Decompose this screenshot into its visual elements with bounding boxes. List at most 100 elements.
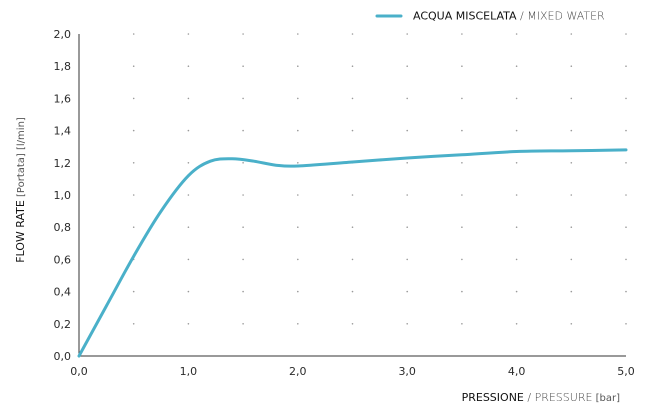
grid-dot — [570, 33, 573, 35]
grid-dot — [515, 226, 518, 228]
grid-dot — [242, 33, 244, 35]
grid-dot — [351, 97, 354, 100]
grid-dot — [515, 162, 518, 164]
x-axis-title-main: PRESSIONE — [462, 391, 524, 404]
grid-dot — [461, 194, 463, 196]
grid-dot — [351, 194, 354, 196]
grid-dot — [132, 129, 135, 132]
grid-dot — [242, 129, 244, 132]
y-axis-title: FLOW RATE [Portata] [l/min] — [14, 117, 27, 263]
grid-dot — [187, 162, 190, 164]
grid-dot — [515, 258, 518, 261]
y-tick-label: 0,6 — [54, 253, 72, 266]
grid-dot — [570, 162, 573, 164]
y-tick-label: 0,0 — [54, 350, 72, 363]
grid-dot — [132, 33, 135, 35]
legend-name-alt: MIXED WATER — [527, 10, 605, 23]
grid-dot — [570, 194, 573, 196]
grid-dot — [132, 226, 135, 228]
grid-dot — [461, 129, 463, 132]
grid-dot — [297, 194, 299, 196]
x-tick-label: 3,0 — [398, 365, 416, 378]
legend-name-main: ACQUA MISCELATA — [413, 10, 517, 23]
grid-dot — [297, 258, 299, 261]
grid-dot — [625, 323, 627, 325]
y-tick-label: 1,6 — [54, 92, 72, 105]
grid-dot — [351, 33, 354, 35]
grid-dot — [406, 258, 409, 261]
grid-dot — [515, 194, 518, 196]
grid-dot — [406, 290, 409, 293]
grid-dot — [351, 290, 354, 293]
grid-dot — [351, 323, 354, 325]
grid-dot — [406, 226, 409, 228]
x-axis-title-sep: / — [524, 391, 535, 404]
grid-dot — [187, 226, 190, 228]
grid-dot — [187, 33, 190, 35]
grid-dot — [242, 290, 244, 293]
y-tick-label: 1,8 — [54, 60, 72, 73]
grid-dot — [297, 290, 299, 293]
series-line — [77, 148, 628, 358]
grid-dot — [406, 33, 409, 35]
grid-dot — [406, 65, 409, 67]
grid-dot — [187, 290, 190, 293]
x-tick-label: 4,0 — [508, 365, 526, 378]
grid-dot — [406, 129, 409, 132]
series-group — [77, 148, 628, 358]
grid-dot — [461, 258, 463, 261]
grid-dot — [132, 162, 135, 164]
grid-dot — [570, 290, 573, 293]
grid-dot — [625, 162, 627, 164]
grid-dot — [461, 162, 463, 164]
legend-label: ACQUA MISCELATA / MIXED WATER — [413, 10, 605, 23]
x-tick-labels: 0,0 1,0 2,0 3,0 4,0 5,0 — [70, 365, 635, 378]
grid-dot — [515, 33, 518, 35]
grid-dot — [351, 226, 354, 228]
y-tick-label: 0,8 — [54, 221, 72, 234]
grid-dot — [625, 97, 627, 100]
grid-dot — [625, 129, 627, 132]
grid-dots — [132, 33, 627, 325]
grid-dot — [570, 65, 573, 67]
legend: ACQUA MISCELATA / MIXED WATER — [375, 10, 605, 23]
grid-dot — [187, 129, 190, 132]
x-tick-label: 0,0 — [70, 365, 88, 378]
grid-dot — [297, 129, 299, 132]
grid-dot — [625, 33, 627, 35]
grid-dot — [242, 97, 244, 100]
grid-dot — [351, 258, 354, 261]
grid-dot — [461, 33, 463, 35]
grid-dot — [132, 290, 135, 293]
grid-dot — [461, 323, 463, 325]
grid-dot — [625, 290, 627, 293]
x-tick-label: 2,0 — [289, 365, 307, 378]
grid-dot — [297, 323, 299, 325]
grid-dot — [461, 226, 463, 228]
grid-dot — [242, 194, 244, 196]
grid-dot — [242, 226, 244, 228]
grid-dot — [297, 33, 299, 35]
grid-dot — [187, 65, 190, 67]
grid-dot — [187, 194, 190, 196]
grid-dot — [625, 194, 627, 196]
grid-dot — [297, 97, 299, 100]
y-tick-label: 1,0 — [54, 189, 72, 202]
grid-dot — [625, 226, 627, 228]
grid-dot — [132, 65, 135, 67]
y-tick-label: 1,4 — [54, 125, 72, 138]
grid-dot — [242, 65, 244, 67]
grid-dot — [351, 129, 354, 132]
grid-dot — [515, 323, 518, 325]
grid-dot — [297, 226, 299, 228]
grid-dot — [625, 65, 627, 67]
y-tick-label: 1,2 — [54, 157, 72, 170]
grid-dot — [570, 129, 573, 132]
grid-dot — [187, 323, 190, 325]
grid-dot — [461, 290, 463, 293]
y-tick-labels: 0,0 0,2 0,4 0,6 0,8 1,0 1,2 1,4 1,6 1,8 2,0 — [54, 28, 72, 363]
grid-dot — [406, 97, 409, 100]
y-axis-title-unit: [Portata] [l/min] — [16, 117, 27, 200]
grid-dot — [297, 65, 299, 67]
